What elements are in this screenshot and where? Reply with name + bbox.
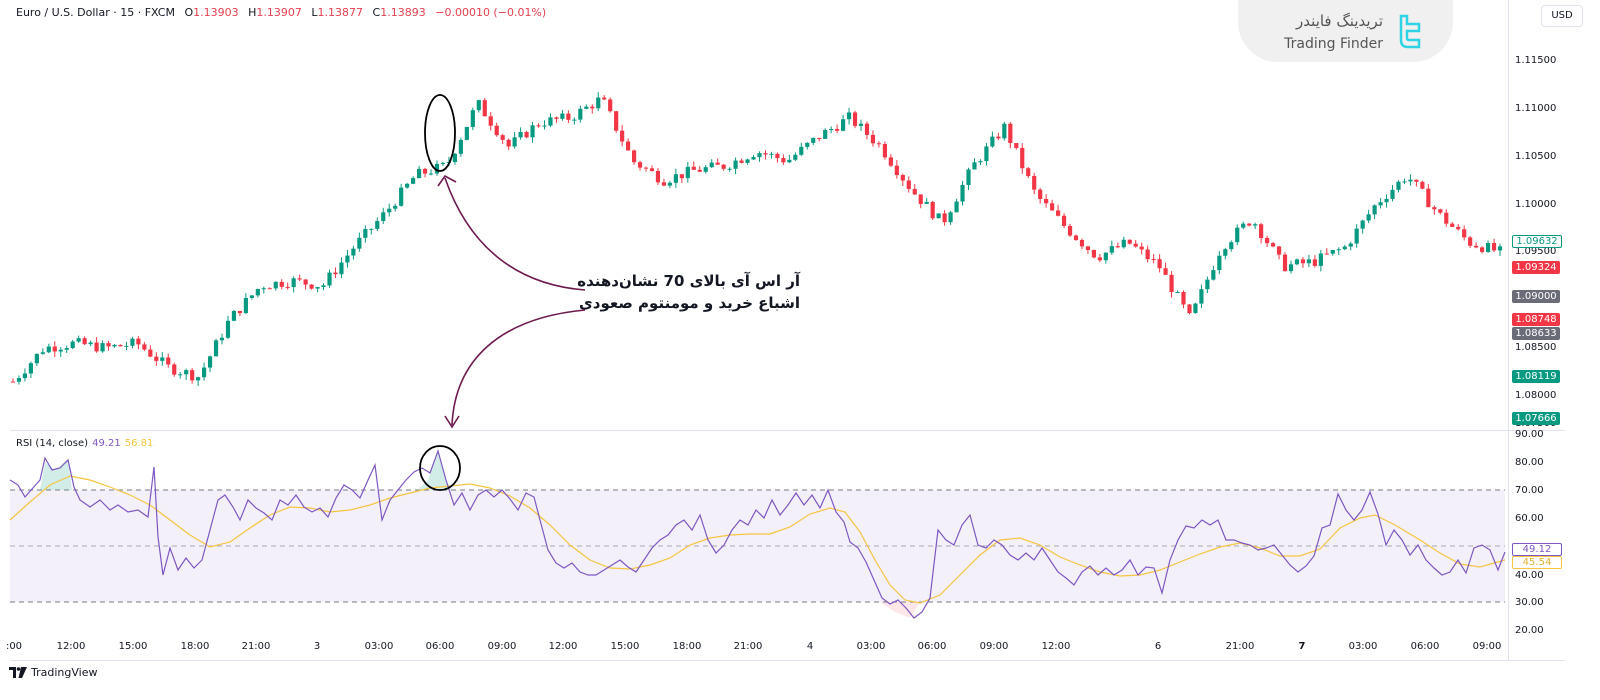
time-axis-label: 06:00 [917, 641, 947, 652]
time-axis-label: 03:00 [1348, 641, 1378, 652]
annotation-line-2: اشباع خرید و مومنتوم صعودی [579, 294, 800, 312]
price-tag-level: 1.08748 [1512, 313, 1560, 326]
high-label: H [248, 6, 257, 19]
price-axis-label: 1.09500 [1515, 246, 1557, 257]
time-axis-label: 15:00 [610, 641, 640, 652]
open-value: 1.13903 [193, 6, 239, 19]
price-tag-level: 1.09000 [1512, 290, 1560, 303]
price-axis-label: 1.11000 [1515, 103, 1557, 114]
rsi-overbought-fill [40, 459, 72, 490]
time-axis-label: 15:00 [118, 641, 148, 652]
time-axis-label: 12:00 [56, 641, 86, 652]
price-tag-level: 1.07666 [1512, 412, 1560, 425]
time-axis-label: :00 [5, 641, 23, 652]
rsi-line [9, 449, 1506, 619]
price-axis-border [1508, 0, 1509, 660]
low-value: 1.13877 [317, 6, 364, 19]
time-axis-label: 06:00 [1410, 641, 1440, 652]
trading-finder-logo: تریدینگ فایندر Trading Finder [1238, 0, 1453, 62]
rsi-value: 49.21 [92, 438, 121, 449]
high-value: 1.13907 [256, 6, 302, 19]
arrow-to-price [444, 177, 586, 291]
rsi-axis-label: 60.00 [1515, 513, 1544, 524]
logo-text-fa: تریدینگ فایندر [1296, 12, 1383, 30]
price-tag-level: 1.08119 [1512, 370, 1560, 383]
rsi-last-tag: 49.12 [1512, 543, 1562, 556]
time-axis-label: 09:00 [1472, 641, 1502, 652]
logo-text-en: Trading Finder [1284, 36, 1383, 52]
rsi-axis-label: 90.00 [1515, 429, 1544, 440]
rsi-axis-label: 80.00 [1515, 457, 1544, 468]
candlestick-series [10, 92, 1503, 387]
rsi-ma-last-tag: 45.54 [1512, 556, 1562, 569]
price-tag-level: 1.08633 [1512, 327, 1560, 340]
time-axis-label: 4 [806, 641, 814, 652]
time-axis-border [10, 660, 1565, 661]
time-axis-label: 09:00 [979, 641, 1009, 652]
tradingview-logo-icon [9, 667, 27, 678]
rsi-overbought-fill [418, 451, 452, 490]
time-axis-label: 21:00 [1225, 641, 1255, 652]
time-axis-label: 7 [1298, 641, 1306, 652]
time-axis-label: 18:00 [672, 641, 702, 652]
time-axis-label: 09:00 [487, 641, 517, 652]
price-axis-label: 1.10500 [1515, 151, 1557, 162]
open-label: O [184, 6, 194, 19]
rsi-axis-label: 30.00 [1515, 597, 1544, 608]
price-axis-label: 1.08500 [1515, 342, 1557, 353]
symbol-title[interactable]: Euro / U.S. Dollar · 15 · FXCM [16, 6, 175, 19]
highlight-ellipse-rsi [419, 445, 461, 491]
close-label: C [372, 6, 381, 19]
price-axis-label: 1.08000 [1515, 390, 1557, 401]
time-axis-label: 03:00 [364, 641, 394, 652]
price-tag-last: 1.09324 [1512, 261, 1560, 274]
trading-finder-mark-icon [1399, 14, 1421, 49]
price-tag-high: 1.09632 [1512, 235, 1562, 248]
pane-separator[interactable] [10, 430, 1565, 431]
time-axis-label: 12:00 [548, 641, 578, 652]
time-axis-label: 03:00 [856, 641, 886, 652]
tradingview-brand[interactable]: TradingView [9, 666, 97, 679]
time-axis-label: 21:00 [733, 641, 763, 652]
currency-button[interactable]: USD [1541, 5, 1583, 27]
time-axis-label: 12:00 [1041, 641, 1071, 652]
rsi-title: RSI (14, close) [16, 438, 89, 449]
price-axis-label: 1.11500 [1515, 55, 1557, 66]
rsi-oversold-fill [880, 602, 920, 618]
arrow-to-rsi [451, 309, 586, 426]
time-axis-label: 18:00 [180, 641, 210, 652]
chart-canvas[interactable] [0, 0, 1508, 660]
rsi-axis-label: 20.00 [1515, 625, 1544, 636]
arrow-head-icon [437, 174, 457, 187]
rsi-axis-label: 70.00 [1515, 485, 1544, 496]
rsi-axis-label: 40.00 [1515, 570, 1544, 581]
arrow-head-icon [444, 415, 460, 429]
annotation-line-1: آر اس آی بالای 70 نشان‌دهنده [577, 272, 800, 290]
time-axis-label: 21:00 [241, 641, 271, 652]
change-value: −0.00010 (−0.01%) [435, 6, 547, 19]
tradingview-label: TradingView [31, 666, 98, 679]
time-axis-label: 3 [313, 641, 321, 652]
price-axis-label: 1.10000 [1515, 199, 1557, 210]
rsi-ma-value: 56.81 [124, 438, 154, 449]
rsi-legend[interactable]: RSI (14, close) 49.21 56.81 [16, 438, 153, 449]
close-value: 1.13893 [380, 6, 426, 19]
low-label: L [311, 6, 318, 19]
symbol-header: Euro / U.S. Dollar · 15 · FXCM O1.13903 … [16, 6, 546, 19]
highlight-ellipse-price [424, 94, 456, 172]
time-axis-label: 6 [1154, 641, 1162, 652]
annotation-text: آر اس آی بالای 70 نشان‌دهنده اشباع خرید … [560, 270, 800, 314]
time-axis-label: 06:00 [425, 641, 455, 652]
